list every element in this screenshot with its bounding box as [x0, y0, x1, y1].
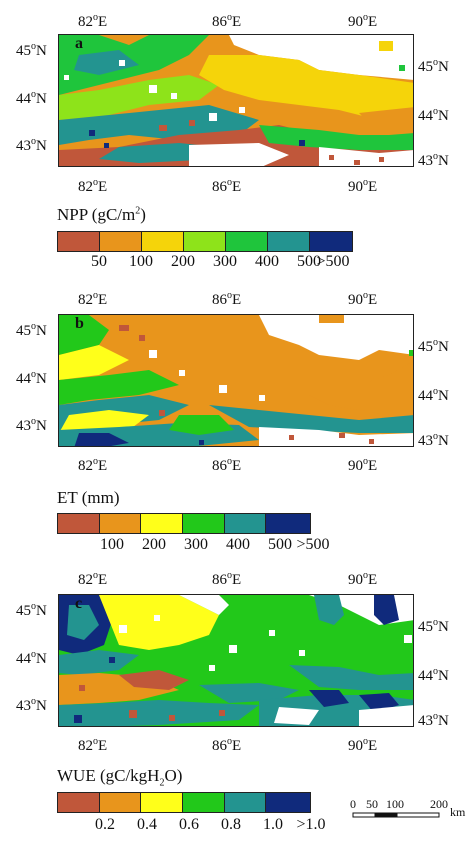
- top-lon-label-82: 82oE: [78, 570, 108, 588]
- panel-letter-c: c: [75, 595, 83, 612]
- npp-swatch-2: [100, 232, 142, 251]
- right-lat-label-44: 44oN: [418, 106, 449, 124]
- npp-legend-title: NPP (gC/m2): [57, 205, 146, 224]
- et-tick: 500: [268, 536, 292, 553]
- et-tick: >500: [296, 536, 330, 553]
- et-tick: 400: [226, 536, 250, 553]
- right-lat-label-45: 45oN: [418, 337, 449, 355]
- wue-legend-title: WUE (gC/kgH2O): [57, 766, 183, 789]
- right-lat-label-44: 44oN: [418, 386, 449, 404]
- npp-tick: 100: [129, 253, 153, 270]
- npp-legend-ticks: 50 100 200 300 400 500 >500: [57, 253, 357, 273]
- npp-swatch-5: [226, 232, 268, 251]
- scale-label-0: 0: [350, 797, 356, 811]
- wue-swatch-1: [58, 793, 100, 812]
- left-lat-label-44: 44oN: [16, 369, 47, 387]
- wue-tick: 1.0: [263, 816, 283, 833]
- top-lon-label-82: 82oE: [78, 12, 108, 30]
- wue-legend-bar: [57, 792, 311, 813]
- bottom-lon-label-86: 86oE: [212, 736, 242, 754]
- wue-tick: 0.4: [137, 816, 157, 833]
- right-lat-label-43: 43oN: [418, 431, 449, 449]
- et-swatch-3: [141, 514, 184, 533]
- wue-swatch-2: [99, 793, 142, 812]
- bottom-lon-label-86: 86oE: [212, 456, 242, 474]
- top-lon-label-90: 90oE: [348, 290, 378, 308]
- npp-swatch-7: [310, 232, 352, 251]
- npp-swatch-1: [58, 232, 100, 251]
- npp-swatch-6: [268, 232, 310, 251]
- wue-swatch-3: [141, 793, 184, 812]
- npp-tick: 300: [213, 253, 237, 270]
- left-lat-label-43: 43oN: [16, 696, 47, 714]
- wue-swatch-4: [183, 793, 225, 812]
- bottom-lon-label-90: 90oE: [348, 177, 378, 195]
- et-swatch-5: [224, 514, 267, 533]
- bottom-lon-label-86: 86oE: [212, 177, 242, 195]
- bottom-lon-label-82: 82oE: [78, 177, 108, 195]
- npp-tick: >500: [316, 253, 350, 270]
- left-lat-label-43: 43oN: [16, 416, 47, 434]
- wue-tick: 0.8: [221, 816, 241, 833]
- et-swatch-4: [183, 514, 225, 533]
- scale-label-200: 200: [430, 797, 448, 811]
- wue-swatch-5: [224, 793, 267, 812]
- right-lat-label-45: 45oN: [418, 57, 449, 75]
- scale-bar: 0 50 100 200 km: [350, 797, 470, 830]
- wue-swatch-6: [266, 793, 310, 812]
- et-swatch-1: [58, 514, 100, 533]
- npp-tick: 500: [297, 253, 321, 270]
- bottom-lon-label-82: 82oE: [78, 456, 108, 474]
- wue-tick: 0.2: [95, 816, 115, 833]
- left-lat-label-45: 45oN: [16, 601, 47, 619]
- npp-tick: 50: [91, 253, 107, 270]
- et-tick: 100: [100, 536, 124, 553]
- et-tick: 200: [142, 536, 166, 553]
- right-lat-label-45: 45oN: [418, 617, 449, 635]
- left-lat-label-45: 45oN: [16, 321, 47, 339]
- left-lat-label-44: 44oN: [16, 89, 47, 107]
- wue-tick: 0.6: [179, 816, 199, 833]
- et-legend-ticks: 100 200 300 400 500 >500: [57, 536, 357, 556]
- scale-label-100: 100: [386, 797, 404, 811]
- top-lon-label-90: 90oE: [348, 12, 378, 30]
- npp-swatch-4: [184, 232, 226, 251]
- wue-tick: >1.0: [296, 816, 326, 833]
- panel-letter-b: b: [75, 315, 84, 332]
- top-lon-label-82: 82oE: [78, 290, 108, 308]
- right-lat-label-44: 44oN: [418, 666, 449, 684]
- left-lat-label-43: 43oN: [16, 136, 47, 154]
- right-lat-label-43: 43oN: [418, 151, 449, 169]
- top-lon-label-86: 86oE: [212, 12, 242, 30]
- npp-map: a: [58, 34, 414, 167]
- wue-map: c: [58, 594, 414, 727]
- scale-label-50: 50: [366, 797, 378, 811]
- et-swatch-6: [266, 514, 310, 533]
- bottom-lon-label-82: 82oE: [78, 736, 108, 754]
- panel-letter-a: a: [75, 35, 83, 52]
- scale-unit: km: [450, 805, 466, 819]
- npp-tick: 200: [171, 253, 195, 270]
- bottom-lon-label-90: 90oE: [348, 456, 378, 474]
- right-lat-label-43: 43oN: [418, 711, 449, 729]
- left-lat-label-44: 44oN: [16, 649, 47, 667]
- left-lat-label-45: 45oN: [16, 41, 47, 59]
- npp-swatch-3: [142, 232, 184, 251]
- et-swatch-2: [99, 514, 142, 533]
- et-legend-bar: [57, 513, 311, 534]
- bottom-lon-label-90: 90oE: [348, 736, 378, 754]
- top-lon-label-86: 86oE: [212, 290, 242, 308]
- npp-legend-bar: [57, 231, 353, 252]
- npp-tick: 400: [255, 253, 279, 270]
- top-lon-label-86: 86oE: [212, 570, 242, 588]
- et-legend-title: ET (mm): [57, 488, 120, 507]
- top-lon-label-90: 90oE: [348, 570, 378, 588]
- et-map: b: [58, 314, 414, 447]
- wue-legend-ticks: 0.2 0.4 0.6 0.8 1.0 >1.0: [57, 816, 357, 836]
- et-tick: 300: [184, 536, 208, 553]
